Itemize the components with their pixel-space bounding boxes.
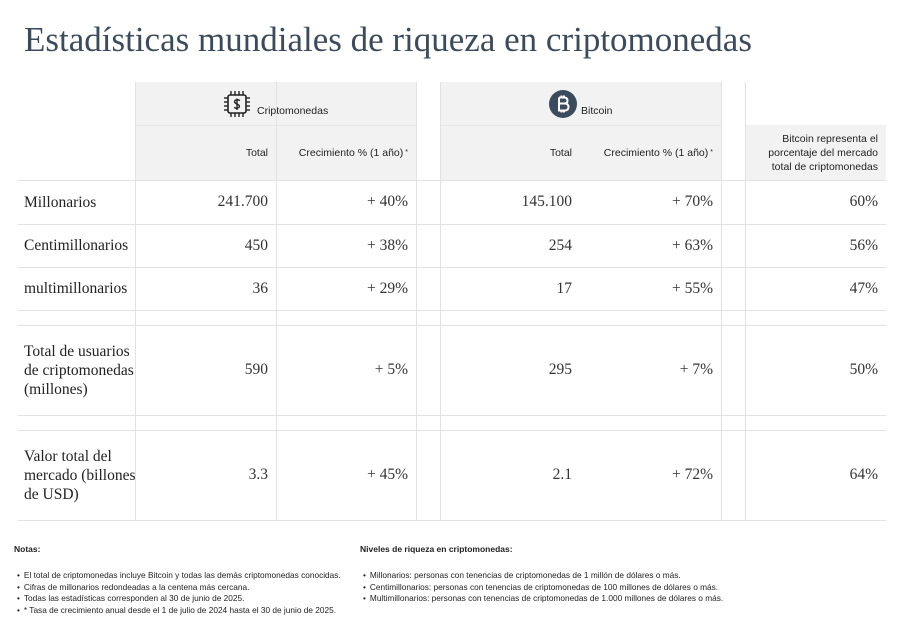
table-cell: 47% [849,279,878,297]
row-label: Millonarios [24,193,97,211]
page-title: Estadísticas mundiales de riqueza en cri… [24,20,752,59]
row-label: Centimillonarios [24,237,129,254]
bitcoin-icon [549,90,577,118]
header-divider [135,125,416,126]
table-cell: 145.100 [521,193,572,210]
table-cell: 64% [849,466,878,483]
table-cell: 3.3 [248,466,268,483]
note-item: * Tasa de crecimiento anual desde el 1 d… [17,605,336,615]
table-cell: 56% [849,236,878,254]
column-label: Crecimiento % (1 año) [298,146,404,159]
table-cell: 590 [244,361,268,378]
table-cell: + 7% [679,361,713,378]
column-border [721,82,722,520]
header-bg [135,82,416,180]
column-border [416,82,417,520]
notes-title: Niveles de riqueza en criptomonedas: [360,544,513,554]
column-header: Total [440,125,580,180]
column-label: Crecimiento % (1 año) [603,146,709,159]
row-border [18,267,886,268]
table-cell: 450 [244,236,268,254]
table-cell: 17 [556,279,573,297]
table-cell: 2.1 [552,466,572,483]
column-header: Bitcoin representa el porcentaje del mer… [745,125,886,180]
chip-icon [224,91,250,117]
column-border [276,82,277,520]
header-divider [440,125,721,126]
notes-title: Notas: [14,544,41,554]
table-cell: 36 [252,279,269,297]
table-cell: 254 [548,236,572,254]
table-cell: + 70% [671,193,713,210]
header-bg [440,82,721,180]
column-border [745,82,746,520]
row-border [18,224,886,225]
note-item: Cifras de millonarios redondeadas a la c… [17,582,250,592]
group-header: Bitcoin [581,105,613,117]
row-border [18,325,886,326]
row-border [18,180,886,181]
table-cell: + 29% [366,279,408,297]
note-item: Millonarios: personas con tenencias de c… [363,570,681,580]
footnote-mark: * [710,148,713,156]
row-border [18,520,886,521]
table-cell: + 40% [366,193,408,210]
table-cell: 241.700 [217,193,268,210]
note-item: Multimillonarios: personas con tenencias… [363,593,723,603]
column-border [135,82,136,520]
row-border [18,430,886,431]
row-border [18,310,886,311]
column-header: Total [135,125,276,180]
row-label: Total de usuarios de criptomonedas (mill… [24,342,134,398]
column-label: Total [549,146,572,159]
column-header: Crecimiento % (1 año) * [276,125,416,180]
note-item: El total de criptomonedas incluye Bitcoi… [17,570,341,580]
table-cell: + 55% [671,279,713,297]
row-label: multimillonarios [24,280,128,297]
column-border [440,82,441,520]
table-cell: 295 [548,361,572,378]
table-cell: + 5% [374,361,408,378]
table-cell: 60% [849,193,878,210]
row-label: Valor total del mercado (billones de USD… [24,447,136,503]
column-label: Bitcoin representa el porcentaje del mer… [768,132,878,173]
footnote-mark: * [405,148,408,156]
column-label: Total [245,146,268,159]
table-cell: + 38% [366,236,408,254]
table-cell: + 63% [671,236,713,254]
table-cell: + 72% [671,466,713,483]
table-cell: 50% [849,361,878,378]
header-bg [745,125,886,180]
group-header: Criptomonedas [257,105,329,117]
note-item: Todas las estadísticas corresponden al 3… [17,593,244,603]
column-header: Crecimiento % (1 año) * [580,125,721,180]
row-border [18,415,886,416]
table-cell: + 45% [366,466,408,483]
note-item: Centimillonarios: personas con tenencias… [363,582,718,592]
